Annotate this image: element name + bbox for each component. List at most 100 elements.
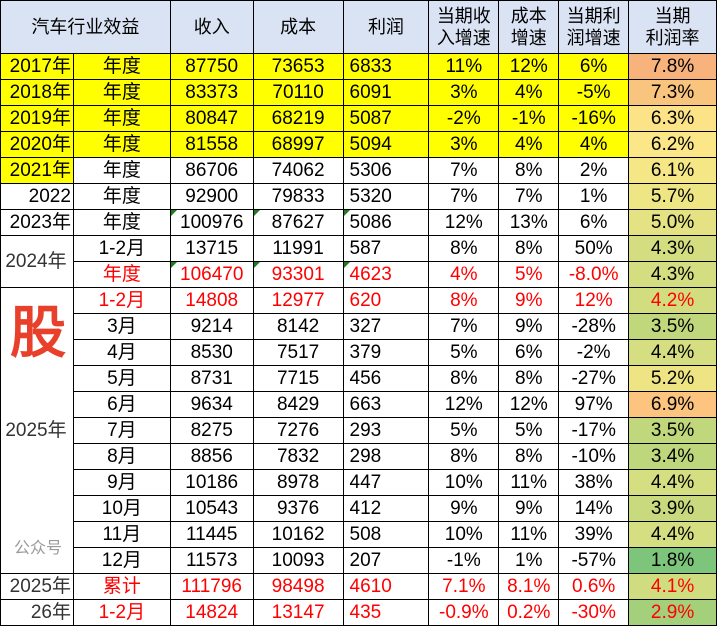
profit-growth-cell: -2% [558, 339, 630, 366]
revenue-cell: 100976 [169, 209, 254, 236]
profit-cell: 293 [342, 417, 430, 444]
year-label: 26年 [30, 602, 71, 623]
period-cell: 11月 [72, 521, 171, 548]
period-cell: 年度 [72, 261, 171, 288]
revenue-cell: 10543 [169, 495, 254, 522]
profit-growth-cell: -57% [558, 547, 630, 574]
cost-cell: 70110 [252, 79, 344, 106]
cost-growth-cell: 12% [498, 391, 560, 418]
cost-growth-cell: 8.1% [498, 573, 560, 600]
rev-growth-cell: -2% [428, 105, 500, 132]
period-cell: 1-2月 [72, 599, 171, 626]
year-label: 2020年 [9, 134, 71, 155]
revenue-cell: 8530 [169, 339, 254, 366]
revenue-cell: 13715 [169, 235, 254, 262]
table-row: 8月 8856 7832 298 8% 8% -10% 3.4% [1, 443, 717, 470]
revenue-cell: 8856 [169, 443, 254, 470]
profit-cell: 327 [342, 313, 430, 340]
table-row: 12月 11573 10093 207 -1% 1% -57% 1.8% [1, 547, 717, 574]
revenue-cell: 87750 [169, 53, 254, 80]
header-cost-growth: 成本 增速 [498, 0, 560, 54]
year-cell: 2025年 [0, 573, 74, 600]
margin-cell: 6.1% [628, 157, 717, 184]
revenue-cell: 80847 [169, 105, 254, 132]
margin-cell: 2.9% [628, 599, 717, 626]
cost-cell: 79833 [252, 183, 344, 210]
rev-growth-cell: 12% [428, 391, 500, 418]
period-cell: 3月 [72, 313, 171, 340]
cost-cell: 10162 [252, 521, 344, 548]
year-cell: 2025年 [0, 287, 74, 574]
profit-growth-cell: -28% [558, 313, 630, 340]
period-cell: 6月 [72, 391, 171, 418]
cost-cell: 11991 [252, 235, 344, 262]
profit-cell: 298 [342, 443, 430, 470]
revenue-cell: 92900 [169, 183, 254, 210]
watermark-logo: 股 [10, 301, 66, 364]
cost-cell: 7276 [252, 417, 344, 444]
profit-cell: 508 [342, 521, 430, 548]
cost-growth-cell: 8% [498, 157, 560, 184]
profit-growth-cell: 38% [558, 469, 630, 496]
year-cell: 2019年 [0, 105, 74, 132]
cost-growth-cell: 8% [498, 365, 560, 392]
profit-growth-cell: -27% [558, 365, 630, 392]
revenue-cell: 81558 [169, 131, 254, 158]
watermark-text: 公众号 [13, 540, 62, 557]
cost-growth-cell: 6% [498, 339, 560, 366]
revenue-cell: 9634 [169, 391, 254, 418]
cost-growth-cell: 9% [498, 313, 560, 340]
profit-cell: 207 [342, 547, 430, 574]
period-cell: 年度 [72, 131, 171, 158]
margin-cell: 3.4% [628, 443, 717, 470]
period-cell: 年度 [72, 209, 171, 236]
header-revenue: 收入 [169, 0, 254, 54]
revenue-cell: 10186 [169, 469, 254, 496]
rev-growth-cell: 10% [428, 521, 500, 548]
year-label: 2021年 [9, 160, 71, 181]
profit-growth-cell: 14% [558, 495, 630, 522]
table-body: 2017年 年度 87750 73653 6833 11% 12% 6% 7.8% 2018年 年度… [0, 53, 717, 626]
rev-growth-cell: 5% [428, 339, 500, 366]
margin-cell: 3.5% [628, 313, 717, 340]
profit-cell: 5087 [342, 105, 430, 132]
period-cell: 10月 [72, 495, 171, 522]
margin-cell: 6.9% [628, 391, 717, 418]
revenue-cell: 106470 [169, 261, 254, 288]
profit-growth-cell: -8.0% [558, 261, 630, 288]
margin-cell: 4.4% [628, 339, 717, 366]
profit-growth-cell: 4% [558, 131, 630, 158]
profit-cell: 435 [342, 599, 430, 626]
profit-growth-cell: -5% [558, 79, 630, 106]
cost-cell: 10093 [252, 547, 344, 574]
profit-growth-cell: 2% [558, 157, 630, 184]
profit-cell: 456 [342, 365, 430, 392]
period-cell: 4月 [72, 339, 171, 366]
table-row: 26年 1-2月 14824 13147 435 -0.9% 0.2% -30% 2.9% [0, 599, 717, 626]
rev-growth-cell: 12% [428, 209, 500, 236]
period-cell: 8月 [72, 443, 171, 470]
table-row: 3月 9214 8142 327 7% 9% -28% 3.5% [1, 313, 717, 340]
cost-growth-cell: 4% [498, 79, 560, 106]
profit-growth-cell: 39% [558, 521, 630, 548]
profit-cell: 5094 [342, 131, 430, 158]
rev-growth-cell: -0.9% [428, 599, 500, 626]
year-cell: 26年 [0, 599, 74, 626]
cost-cell: 9376 [252, 495, 344, 522]
year-cell: 2020年 [0, 131, 74, 158]
profit-cell: 379 [342, 339, 430, 366]
profit-cell: 663 [342, 391, 430, 418]
cost-cell: 68219 [252, 105, 344, 132]
profit-cell: 6833 [342, 53, 430, 80]
margin-cell: 3.5% [628, 417, 717, 444]
revenue-cell: 11573 [169, 547, 254, 574]
table-row: 9月 10186 8978 447 10% 11% 38% 4.4% [1, 469, 717, 496]
year-cell: 2023年 [0, 209, 74, 236]
profit-cell: 447 [342, 469, 430, 496]
revenue-cell: 111796 [169, 573, 254, 600]
margin-cell: 4.4% [628, 469, 717, 496]
rev-growth-cell: 4% [428, 261, 500, 288]
revenue-cell: 8275 [169, 417, 254, 444]
margin-cell: 5.0% [628, 209, 717, 236]
profit-growth-cell: 50% [558, 235, 630, 262]
